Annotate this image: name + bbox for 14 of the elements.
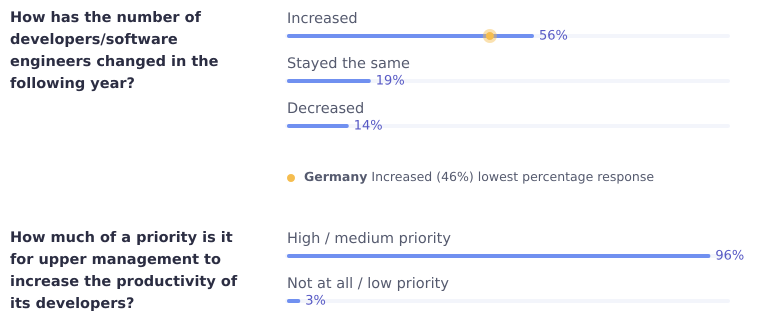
text: How has the number of developers/software engineers changed in the following year? (10, 10, 219, 92)
text: How much of a priority is it for upper management to increase the productivity of its developers? (10, 230, 238, 312)
text: Increased (46%) lowest percentage response (367, 169, 654, 184)
y-tick-label: Not at all / low priority (287, 276, 450, 292)
y-tick-label: Decreased (287, 100, 364, 117)
y-tick-label: High / medium priority (287, 230, 452, 247)
data-label: 96% (715, 248, 744, 264)
data-label: 3% (305, 294, 326, 309)
y-tick-label: Stayed the same (287, 56, 410, 72)
y-tick-label: Increased (287, 10, 358, 27)
data-label: 14% (354, 118, 383, 134)
legend-label: Germany (304, 169, 368, 184)
data-label: 19% (376, 74, 405, 89)
data-label: 56% (538, 28, 568, 44)
